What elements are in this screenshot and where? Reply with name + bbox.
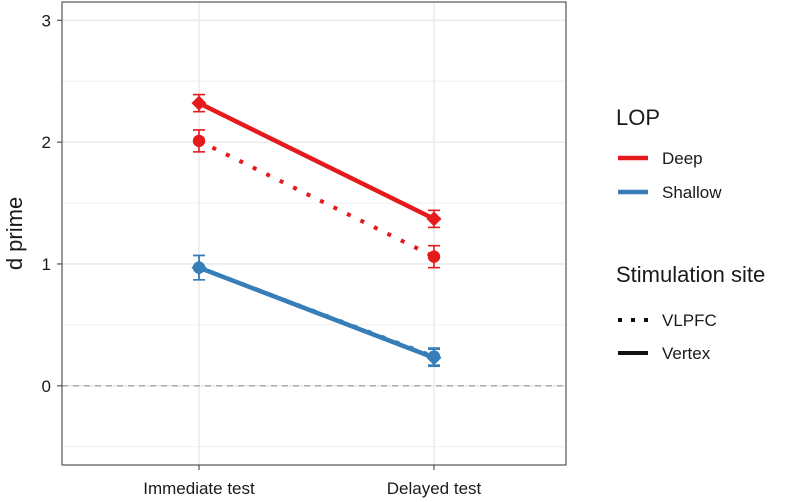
y-tick-label: 0 (42, 377, 51, 396)
y-tick-label: 3 (42, 11, 51, 30)
grid-layer (62, 2, 566, 465)
y-axis-label: d prime (2, 197, 27, 270)
panel-border (61, 1, 567, 466)
legend-title-site: Stimulation site (616, 262, 765, 287)
series-shallow-vertex (191, 254, 442, 368)
data-point-circle (427, 350, 441, 363)
y-tick-label: 1 (42, 255, 51, 274)
series-line (198, 139, 435, 259)
x-tick-label: Delayed test (387, 479, 482, 498)
data-point-circle (427, 250, 441, 263)
series-layer (191, 93, 442, 368)
axis-layer: 0 1 2 3 Immediate test Delayed test (42, 11, 482, 498)
data-point-diamond (426, 211, 442, 227)
series-shallow-vlpfc (192, 254, 441, 366)
legend-title-lop: LOP (616, 105, 660, 130)
legend-label-deep: Deep (662, 149, 703, 168)
data-point-circle (192, 134, 206, 148)
series-line (198, 265, 435, 360)
series-deep-vertex (191, 93, 442, 229)
series-line (198, 101, 435, 221)
x-tick-label: Immediate test (143, 479, 255, 498)
legend-label-vertex: Vertex (662, 344, 711, 363)
series-deep-vlpfc (192, 129, 441, 269)
data-point-diamond (191, 95, 207, 111)
legend-label-shallow: Shallow (662, 183, 722, 202)
legend-label-vlpfc: VLPFC (662, 311, 717, 330)
y-tick-label: 2 (42, 133, 51, 152)
data-point-circle (192, 261, 206, 274)
